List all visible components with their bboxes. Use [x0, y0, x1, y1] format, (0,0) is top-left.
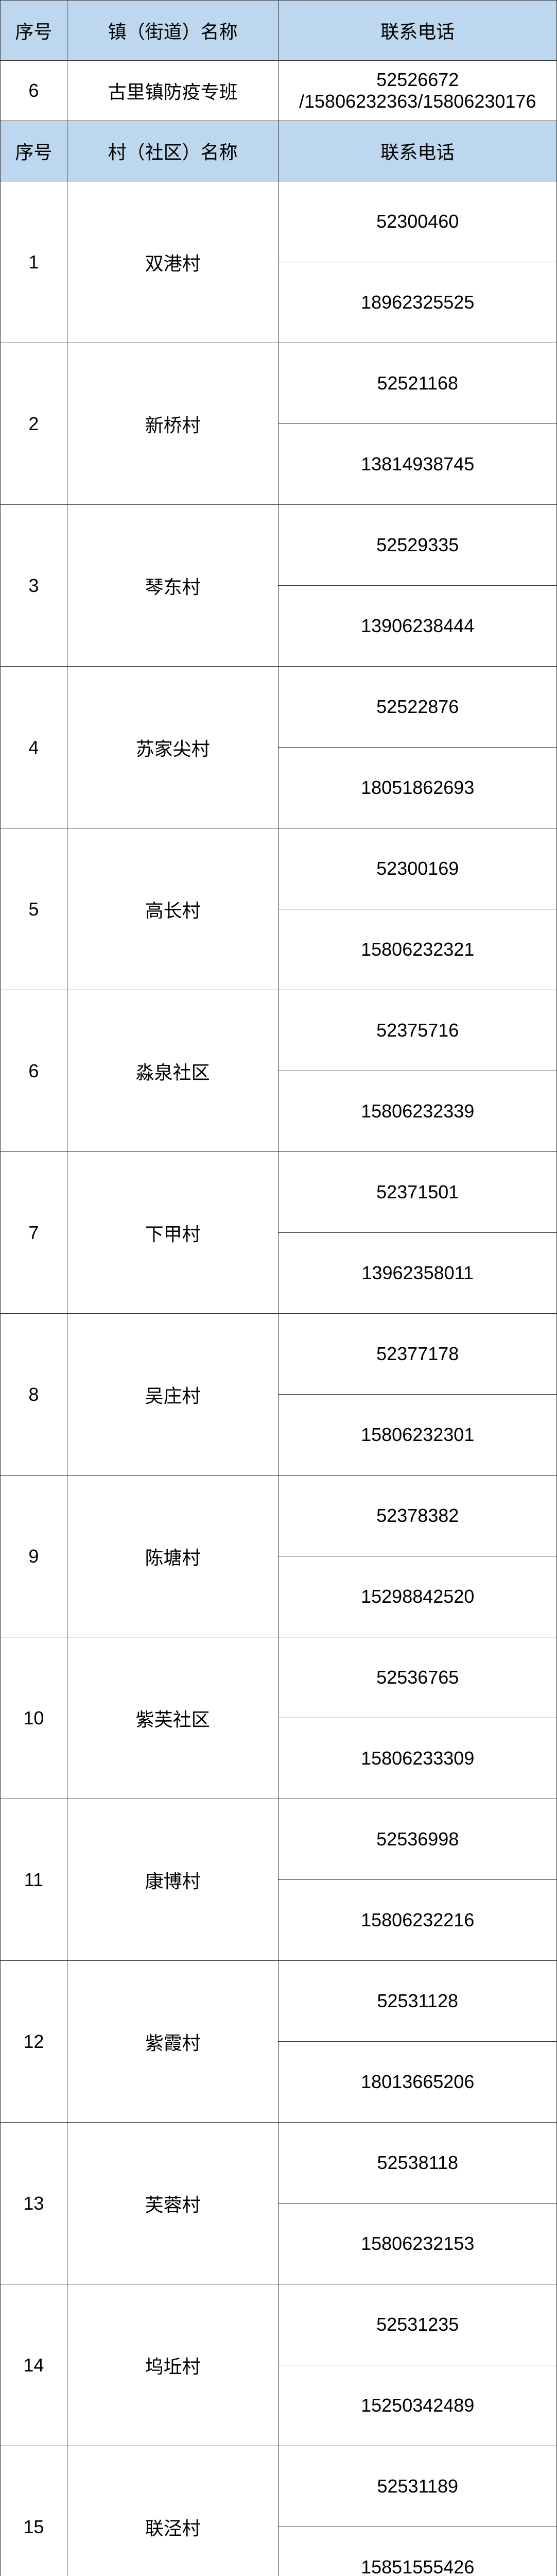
- table-row: 7下甲村52371501: [1, 1152, 557, 1233]
- village-phone: 52300169: [278, 828, 557, 909]
- village-name: 紫芙社区: [67, 1637, 278, 1799]
- village-phone: 18962325525: [278, 262, 557, 343]
- village-phone: 15806233309: [278, 1718, 557, 1799]
- village-name: 下甲村: [67, 1152, 278, 1314]
- village-phone: 52375716: [278, 990, 557, 1071]
- village-phone: 52536998: [278, 1799, 557, 1880]
- village-seq: 2: [1, 343, 67, 505]
- village-phone: 52300460: [278, 181, 557, 262]
- village-phone: 52377178: [278, 1314, 557, 1395]
- table-row: 9陈塘村52378382: [1, 1476, 557, 1556]
- village-seq: 15: [1, 2446, 67, 2576]
- contact-table: 序号镇（街道）名称联系电话6古里镇防疫专班52526672/1580623236…: [0, 0, 557, 2576]
- table-row: 15联泾村52531189: [1, 2446, 557, 2527]
- header-seq: 序号: [1, 121, 67, 181]
- table-row: 13芙蓉村52538118: [1, 2123, 557, 2204]
- village-phone: 13962358011: [278, 1233, 557, 1314]
- village-seq: 13: [1, 2123, 67, 2284]
- village-seq: 7: [1, 1152, 67, 1314]
- header-phone: 联系电话: [278, 1, 557, 61]
- village-name: 芙蓉村: [67, 2123, 278, 2284]
- town-name: 古里镇防疫专班: [67, 61, 278, 121]
- village-phone: 15851555426: [278, 2527, 557, 2576]
- village-seq: 12: [1, 1961, 67, 2123]
- village-phone: 52536765: [278, 1637, 557, 1718]
- village-phone: 52531128: [278, 1961, 557, 2042]
- village-name: 吴庄村: [67, 1314, 278, 1476]
- village-seq: 6: [1, 990, 67, 1152]
- table-row: 6淼泉社区52375716: [1, 990, 557, 1071]
- table-row: 4苏家尖村52522876: [1, 667, 557, 748]
- village-seq: 5: [1, 828, 67, 990]
- village-phone: 15298842520: [278, 1556, 557, 1637]
- village-name: 新桥村: [67, 343, 278, 505]
- village-phone: 15806232153: [278, 2204, 557, 2284]
- village-phone: 13906238444: [278, 586, 557, 667]
- table-row: 6古里镇防疫专班52526672/15806232363/15806230176: [1, 61, 557, 121]
- village-phone: 13814938745: [278, 424, 557, 505]
- table-row: 序号镇（街道）名称联系电话: [1, 1, 557, 61]
- village-phone: 52538118: [278, 2123, 557, 2204]
- village-seq: 14: [1, 2284, 67, 2446]
- table-row: 11康博村52536998: [1, 1799, 557, 1880]
- village-phone: 18013665206: [278, 2042, 557, 2123]
- village-name: 高长村: [67, 828, 278, 990]
- village-seq: 8: [1, 1314, 67, 1476]
- village-name: 联泾村: [67, 2446, 278, 2576]
- village-seq: 9: [1, 1476, 67, 1637]
- village-phone: 52521168: [278, 343, 557, 424]
- village-phone: 15806232321: [278, 909, 557, 990]
- header-phone: 联系电话: [278, 121, 557, 181]
- village-name: 坞坵村: [67, 2284, 278, 2446]
- village-seq: 10: [1, 1637, 67, 1799]
- village-name: 康博村: [67, 1799, 278, 1961]
- village-phone: 52531235: [278, 2284, 557, 2365]
- village-phone: 15806232339: [278, 1071, 557, 1152]
- header-village-name: 村（社区）名称: [67, 121, 278, 181]
- village-name: 紫霞村: [67, 1961, 278, 2123]
- village-phone: 15806232216: [278, 1880, 557, 1961]
- village-phone: 18051862693: [278, 748, 557, 828]
- village-seq: 3: [1, 505, 67, 667]
- village-phone: 15250342489: [278, 2365, 557, 2446]
- village-name: 苏家尖村: [67, 667, 278, 828]
- village-seq: 1: [1, 181, 67, 343]
- table-row: 2新桥村52521168: [1, 343, 557, 424]
- village-name: 双港村: [67, 181, 278, 343]
- header-seq: 序号: [1, 1, 67, 61]
- table-row: 12紫霞村52531128: [1, 1961, 557, 2042]
- village-phone: 52378382: [278, 1476, 557, 1556]
- village-name: 淼泉社区: [67, 990, 278, 1152]
- village-seq: 11: [1, 1799, 67, 1961]
- village-phone: 52529335: [278, 505, 557, 586]
- table-row: 3琴东村52529335: [1, 505, 557, 586]
- village-phone: 52371501: [278, 1152, 557, 1233]
- table-row: 5高长村52300169: [1, 828, 557, 909]
- village-phone: 52531189: [278, 2446, 557, 2527]
- village-seq: 4: [1, 667, 67, 828]
- village-name: 琴东村: [67, 505, 278, 667]
- village-phone: 52522876: [278, 667, 557, 748]
- table-row: 10紫芙社区52536765: [1, 1637, 557, 1718]
- town-seq: 6: [1, 61, 67, 121]
- header-town-name: 镇（街道）名称: [67, 1, 278, 61]
- table-row: 1双港村52300460: [1, 181, 557, 262]
- table-row: 14坞坵村52531235: [1, 2284, 557, 2365]
- village-phone: 15806232301: [278, 1395, 557, 1476]
- table-row: 序号村（社区）名称联系电话: [1, 121, 557, 181]
- table-row: 8吴庄村52377178: [1, 1314, 557, 1395]
- village-name: 陈塘村: [67, 1476, 278, 1637]
- town-phone: 52526672/15806232363/15806230176: [278, 61, 557, 121]
